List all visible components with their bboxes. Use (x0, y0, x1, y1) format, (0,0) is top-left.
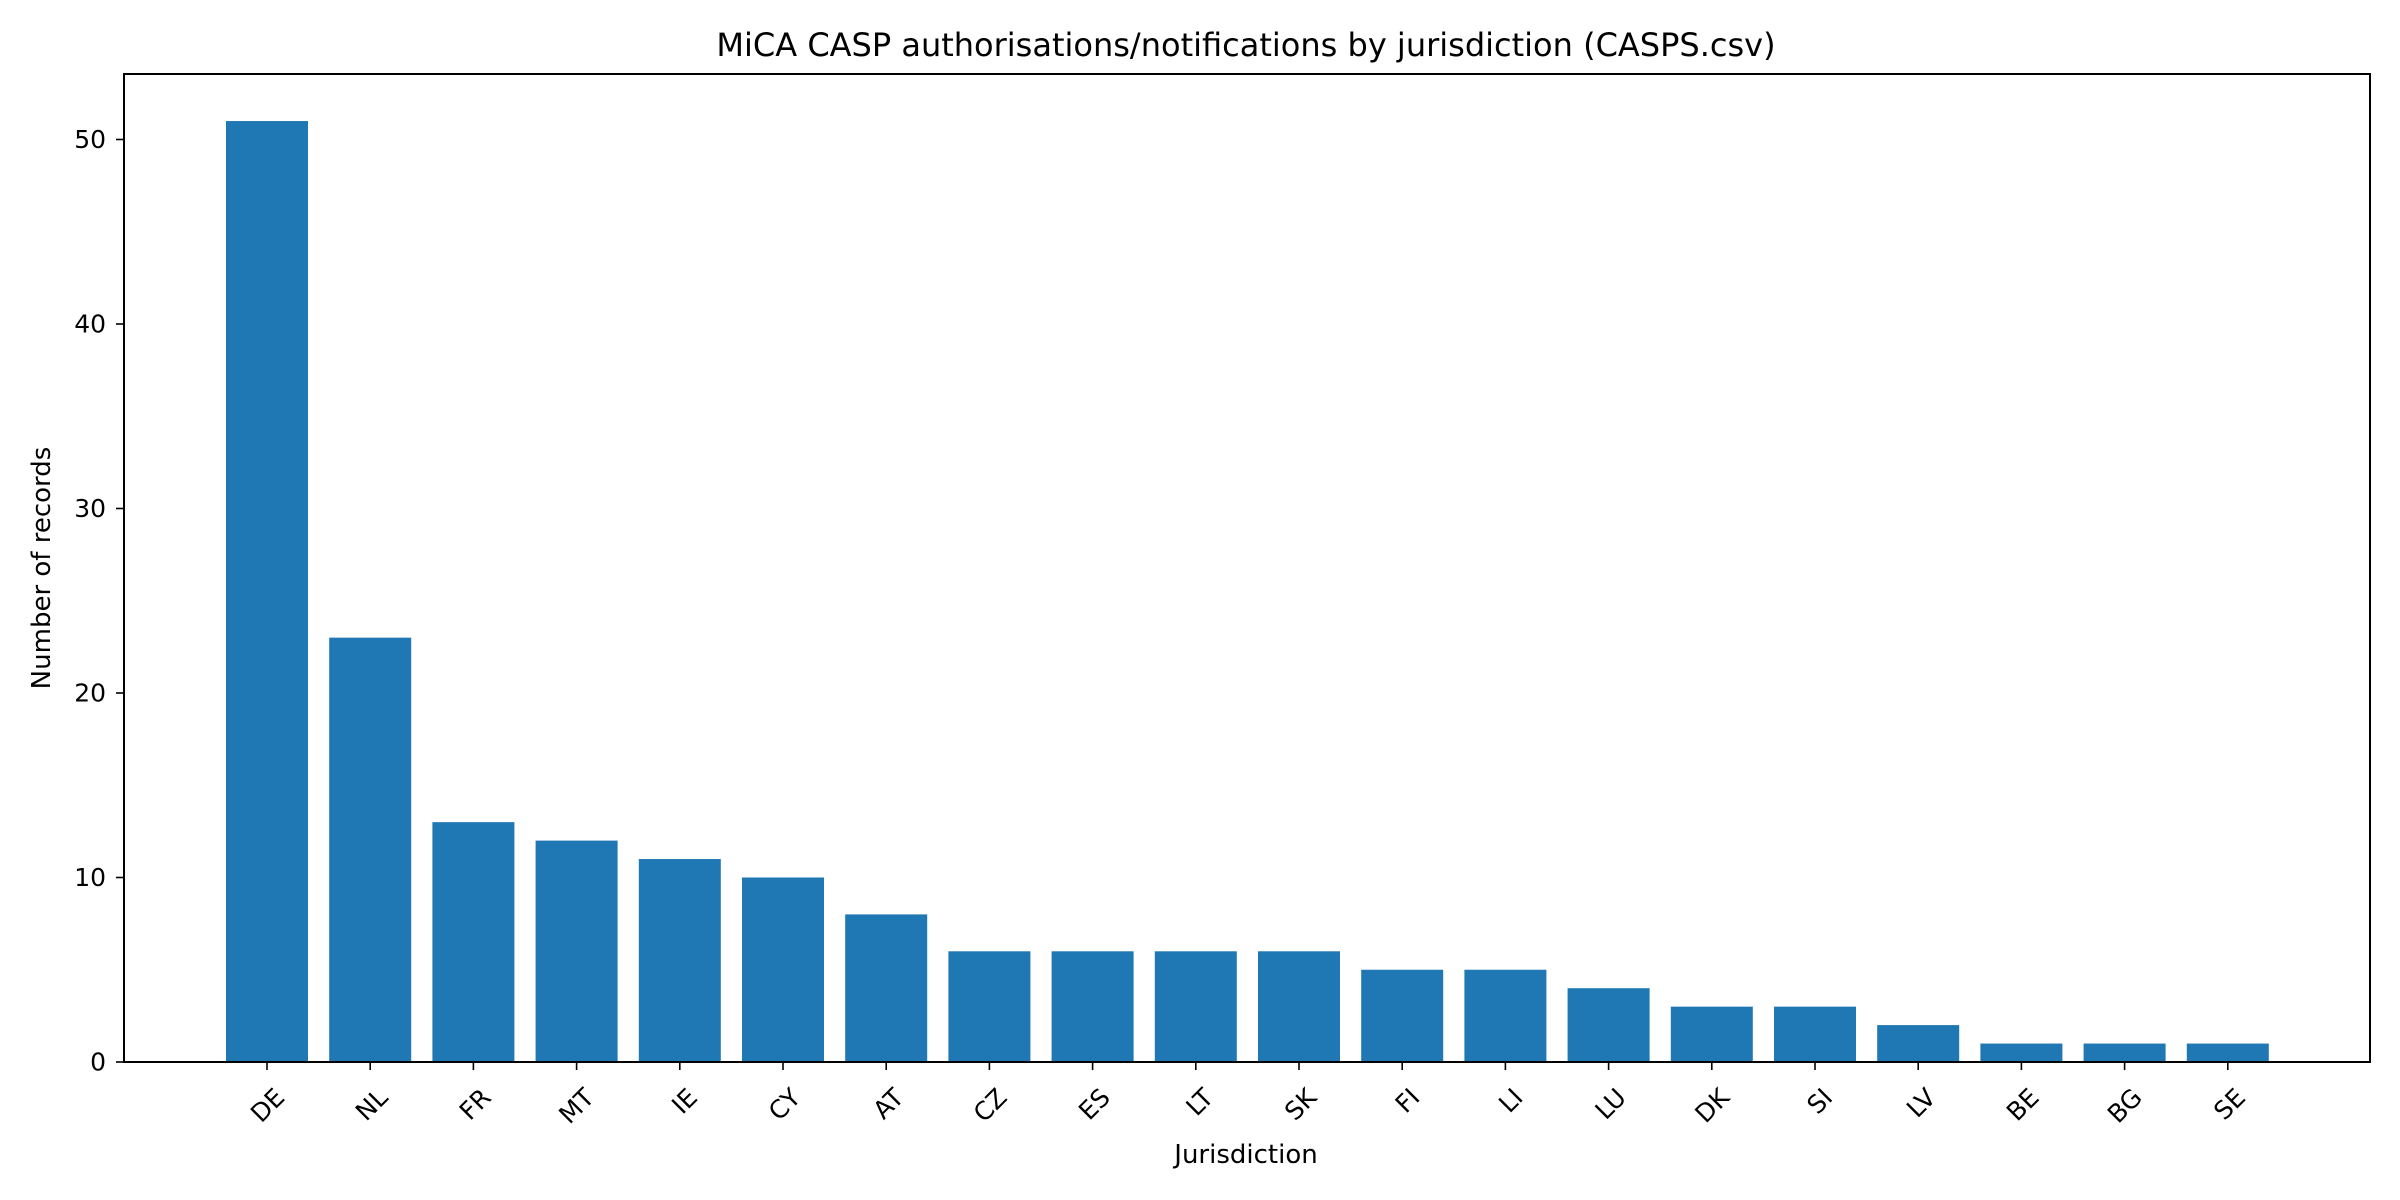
bars-layer (226, 121, 2269, 1063)
x-tick-label: LI (1493, 1083, 1529, 1119)
bar-fr (432, 822, 515, 1062)
bar-es (1051, 951, 1134, 1062)
y-axis-ticks: 0 10 20 30 40 50 (74, 125, 124, 1077)
y-tick-label: 50 (74, 125, 106, 154)
x-tick-label: LU (1589, 1083, 1631, 1125)
x-tick-label: DK (1689, 1082, 1735, 1128)
x-tick-label: FR (454, 1083, 497, 1126)
x-tick-label: FI (1390, 1083, 1426, 1119)
plot-frame (123, 73, 2371, 1063)
bar-si (1774, 1006, 1856, 1062)
x-tick-label: CZ (968, 1083, 1013, 1128)
bar-cz (948, 951, 1031, 1062)
x-tick-label: CY (763, 1082, 807, 1126)
x-tick-label: DE (245, 1083, 290, 1128)
x-tick-label: IE (666, 1083, 703, 1120)
x-tick-label: BG (2102, 1083, 2148, 1129)
x-tick-label: SI (1801, 1083, 1838, 1120)
y-tick-label: 40 (74, 309, 106, 338)
bar-lu (1567, 988, 1650, 1062)
bar-be (1980, 1043, 2063, 1062)
x-axis-ticks: DE NL FR MT IE CY AT CZ ES LT SK FI LI LU DK SI LV BE BG SE (245, 1062, 2251, 1129)
x-tick-label: NL (350, 1083, 394, 1127)
bar-nl (329, 637, 412, 1062)
bar-fi (1361, 969, 1444, 1062)
bar-sk (1258, 951, 1340, 1062)
x-axis-label: Jurisdiction (1172, 1140, 1317, 1170)
bar-lv (1877, 1025, 1960, 1062)
bar-ie (638, 859, 721, 1062)
x-tick-label: SK (1279, 1082, 1323, 1126)
bar-de (226, 121, 308, 1063)
bar-cy (742, 877, 824, 1062)
bar-lt (1154, 951, 1237, 1062)
bar-li (1464, 969, 1547, 1062)
y-tick-label: 30 (74, 494, 106, 523)
bar-dk (1670, 1006, 1753, 1062)
x-tick-label: BE (2001, 1083, 2045, 1127)
x-tick-label: LV (1901, 1083, 1942, 1124)
x-tick-label: ES (1073, 1083, 1116, 1126)
y-tick-label: 0 (90, 1048, 106, 1077)
x-tick-label: MT (553, 1082, 600, 1129)
y-tick-label: 20 (74, 678, 106, 707)
chart-title: MiCA CASP authorisations/notifications b… (716, 26, 1775, 64)
bar-se (2186, 1043, 2269, 1062)
y-axis-label: Number of records (27, 447, 57, 690)
bar-bg (2083, 1043, 2166, 1062)
y-tick-label: 10 (74, 863, 106, 892)
bar-mt (535, 840, 618, 1062)
x-tick-label: LT (1180, 1082, 1219, 1121)
x-tick-label: SE (2208, 1083, 2251, 1126)
x-tick-label: AT (867, 1082, 910, 1125)
bar-at (845, 914, 928, 1062)
